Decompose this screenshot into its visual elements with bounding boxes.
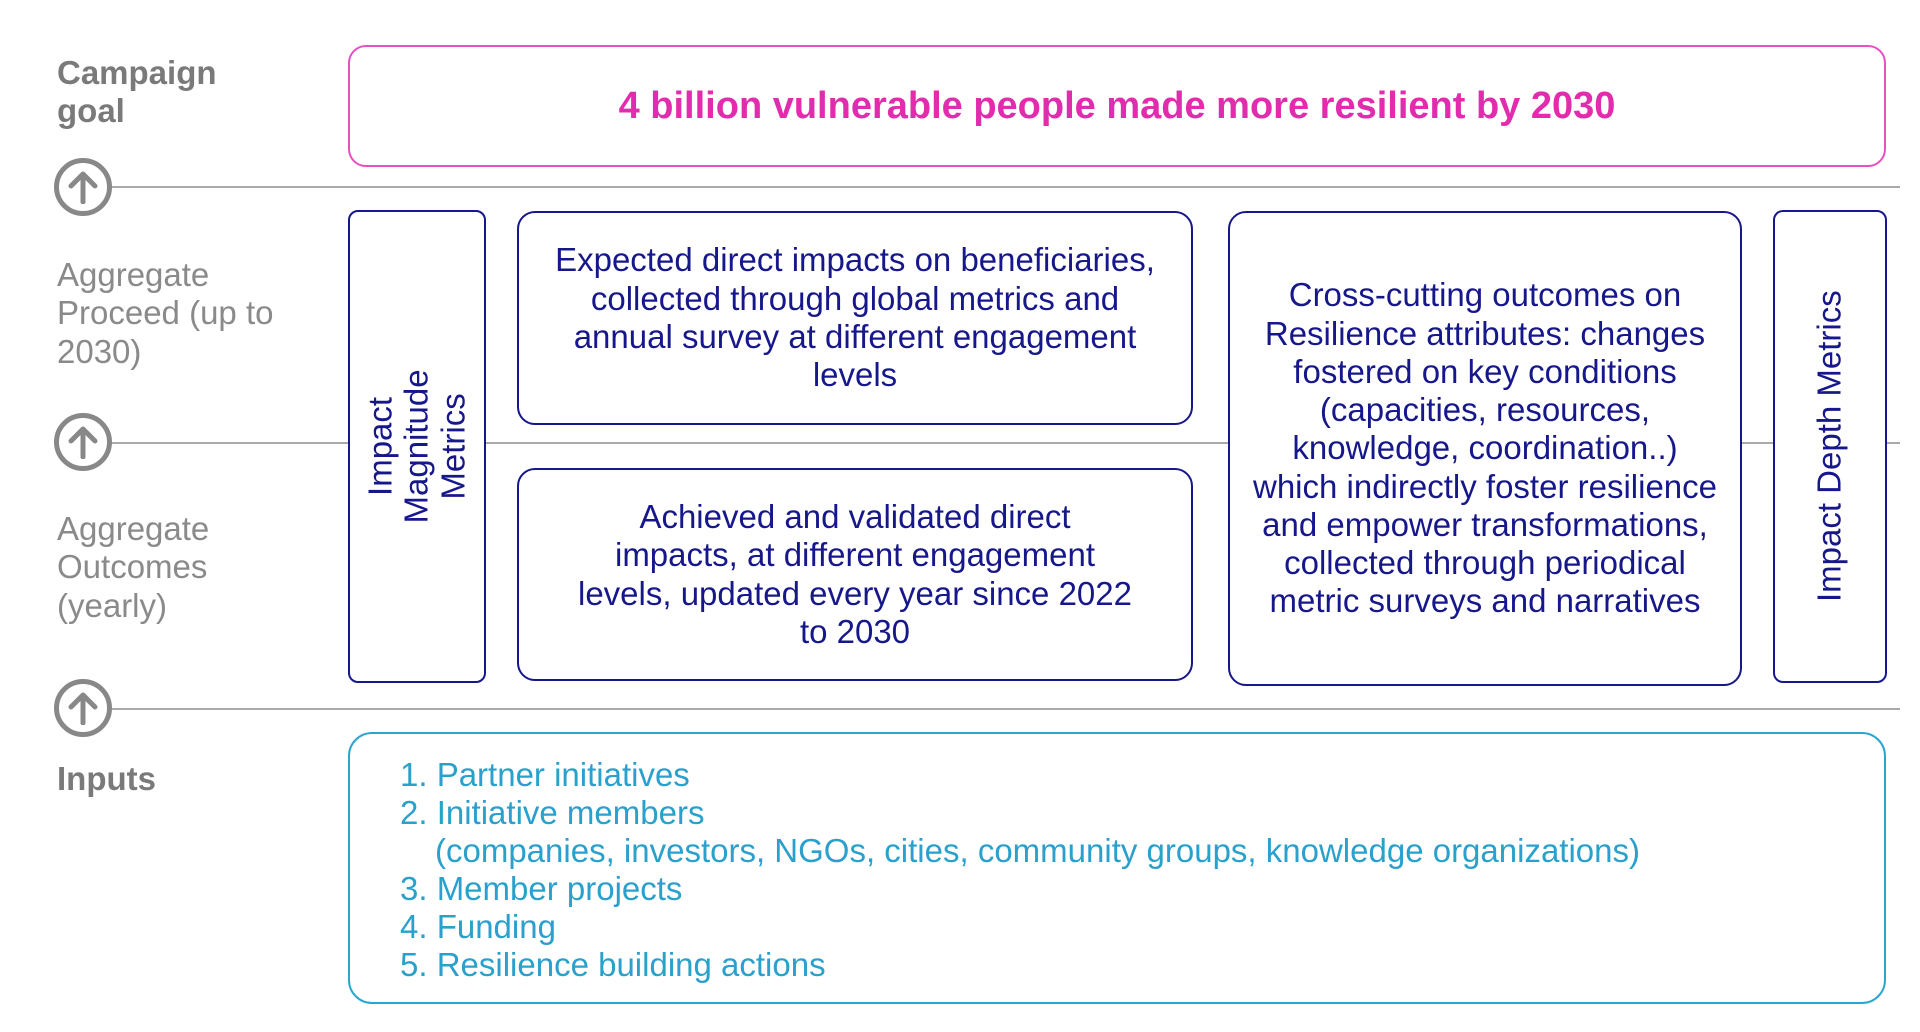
campaign-goal-label: Campaign goal (57, 54, 217, 130)
input-item-resilience-actions: 5. Resilience building actions (400, 946, 826, 983)
arrow-up-circle-icon (54, 679, 112, 737)
input-item-funding: 4. Funding (400, 908, 556, 945)
achieved-impacts-box: Achieved and validated direct impacts, a… (517, 468, 1193, 681)
expected-impacts-box: Expected direct impacts on beneficiaries… (517, 211, 1193, 425)
inputs-box: 1. Partner initiatives 2. Initiative mem… (348, 732, 1886, 1004)
inputs-label: Inputs (57, 760, 156, 797)
expected-impacts-text: Expected direct impacts on beneficiaries… (555, 241, 1155, 394)
achieved-impacts-text: Achieved and validated direct impacts, a… (577, 497, 1132, 650)
input-item-initiative-members: 2. Initiative members (400, 794, 705, 831)
input-item-members-detail: (companies, investors, NGOs, cities, com… (435, 832, 1640, 869)
cross-cutting-outcomes-box: Cross-cutting outcomes on Resilience att… (1228, 211, 1742, 686)
impact-magnitude-metrics-label: Impact Magnitude Metrics (361, 369, 472, 524)
campaign-goal-text: 4 billion vulnerable people made more re… (618, 84, 1616, 127)
aggregate-proceed-label: Aggregate Proceed (up to 2030) (57, 256, 274, 370)
divider-line-middle (110, 442, 1900, 444)
campaign-goal-box: 4 billion vulnerable people made more re… (348, 45, 1886, 167)
impact-depth-metrics-label: Impact Depth Metrics (1810, 290, 1848, 603)
divider-line-goal (110, 186, 1900, 188)
input-item-member-projects: 3. Member projects (400, 870, 683, 907)
cross-cutting-outcomes-text: Cross-cutting outcomes on Resilience att… (1252, 276, 1717, 620)
input-item-partner-initiatives: 1. Partner initiatives (400, 756, 690, 793)
impact-magnitude-metrics-box: Impact Magnitude Metrics (348, 210, 486, 683)
arrow-up-circle-icon (54, 158, 112, 216)
impact-depth-metrics-box: Impact Depth Metrics (1773, 210, 1887, 683)
arrow-up-circle-icon (54, 413, 112, 471)
aggregate-outcomes-label: Aggregate Outcomes (yearly) (57, 510, 210, 624)
divider-line-inputs (110, 708, 1900, 710)
